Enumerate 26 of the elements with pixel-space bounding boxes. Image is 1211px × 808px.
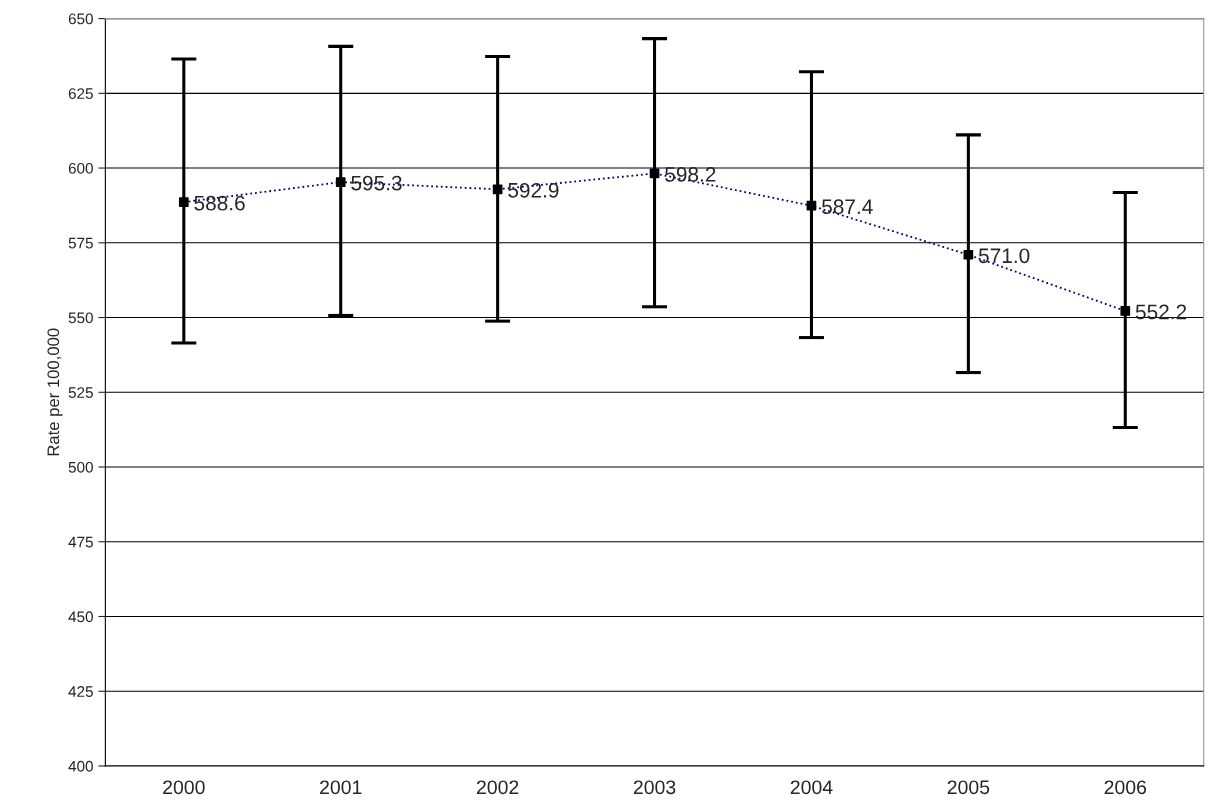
x-tick-label: 2000 (163, 780, 205, 795)
y-tick-label: 650 (68, 13, 93, 25)
y-tick-label: 500 (68, 461, 93, 473)
y-tick-label: 450 (68, 611, 93, 623)
y-tick-label: 475 (68, 536, 93, 548)
data-label: 595.3 (351, 175, 402, 191)
data-label: 571.0 (978, 248, 1030, 264)
x-tick-label: 2003 (633, 780, 676, 795)
data-label: 587.4 (822, 199, 873, 215)
x-tick-label: 2002 (476, 780, 519, 795)
data-label: 588.6 (194, 195, 245, 211)
x-tick-label: 2006 (1104, 780, 1147, 795)
y-tick-label: 400 (68, 760, 93, 772)
x-tick-label: 2001 (320, 780, 362, 795)
y-tick-label: 625 (68, 88, 93, 100)
y-axis-title: Rate per 100,000 (47, 328, 63, 456)
data-label: 592.9 (508, 182, 559, 198)
y-tick-label: 600 (68, 162, 93, 174)
data-label: 552.2 (1135, 304, 1187, 320)
y-tick-label: 425 (68, 686, 93, 697)
x-tick-label: 2005 (947, 780, 990, 795)
y-tick-label: 525 (68, 387, 93, 398)
y-tick-label: 550 (68, 312, 93, 324)
data-label: 598.2 (665, 167, 716, 182)
y-tick-label: 575 (68, 237, 93, 249)
x-tick-label: 2004 (790, 780, 833, 795)
